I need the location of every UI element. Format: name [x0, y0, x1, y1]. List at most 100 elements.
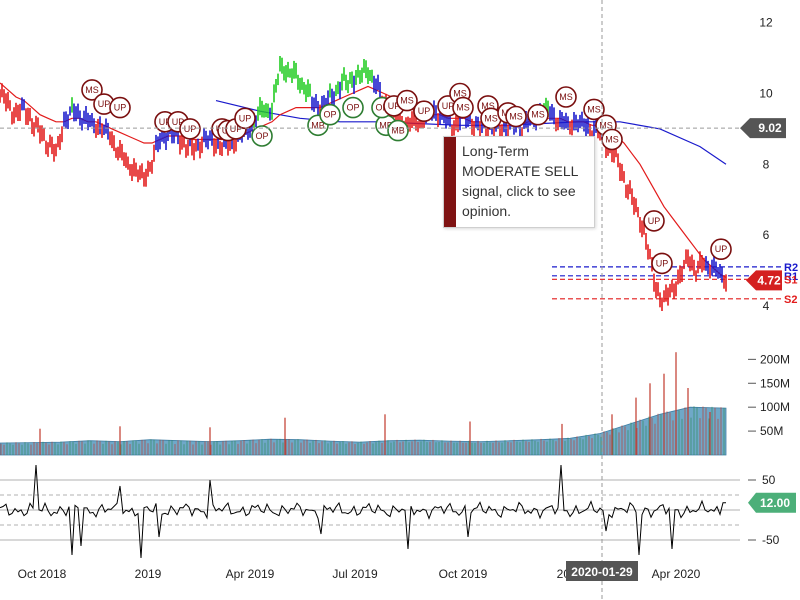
crosshair-date-badge: 2020-01-29 — [566, 561, 638, 581]
signal-marker-label: UP — [172, 117, 185, 127]
signal-marker-label: MB — [379, 120, 393, 130]
oscillator-y-axis: 50 -50 — [748, 473, 780, 547]
signal-marker-circle — [342, 96, 364, 119]
tooltip-accent-bar — [444, 137, 456, 227]
signal-marker-circle — [505, 105, 527, 128]
oscillator-grid — [0, 479, 740, 541]
signal-marker-ms[interactable]: MS — [555, 86, 577, 108]
signal-marker-ms[interactable]: MS — [452, 96, 474, 119]
date-tick-label: 2019 — [135, 567, 162, 581]
signal-tooltip[interactable]: Long-Term MODERATE SELL signal, click to… — [443, 136, 595, 228]
signal-marker-circle — [710, 238, 732, 260]
signal-marker-label: MS — [400, 96, 414, 106]
signal-marker-label: UP — [648, 216, 661, 226]
tooltip-text[interactable]: Long-Term MODERATE SELL signal, click to… — [462, 143, 578, 219]
volume-tick-label: 200M — [760, 352, 790, 366]
last-price-value: 4.72 — [757, 273, 781, 287]
signal-marker-op[interactable]: OP — [251, 125, 273, 147]
signal-marker-up[interactable]: UP — [710, 238, 732, 260]
signal-marker-circle — [251, 125, 273, 147]
signal-marker-up[interactable]: UP — [643, 210, 665, 232]
signal-marker-circle — [643, 210, 665, 232]
signal-marker-label: MB — [311, 120, 325, 130]
signal-marker-label: MS — [85, 85, 99, 95]
signal-marker-op[interactable]: OP — [342, 96, 364, 119]
date-tick-label: Oct 2019 — [439, 567, 488, 581]
signal-marker-label: MS — [531, 110, 545, 120]
price-tick-label: 12 — [759, 16, 773, 30]
signal-markers[interactable]: MSUPUPUPUPUPUPUPUPUPOPMBOPOPMBOPMBUPMSUP… — [81, 79, 732, 275]
level-label-s1: S1 — [784, 274, 797, 286]
price-tick-label: 10 — [759, 86, 773, 100]
signal-marker-circle — [109, 96, 131, 119]
signal-marker-up[interactable]: UP — [651, 252, 673, 275]
signal-marker-label: MS — [605, 135, 619, 145]
signal-marker-circle — [452, 96, 474, 119]
price-tick-label: 4 — [763, 299, 770, 313]
signal-marker-ms[interactable]: MS — [505, 105, 527, 128]
signal-marker-label: OP — [346, 103, 359, 113]
signal-marker-label: UP — [715, 244, 728, 254]
signal-marker-label: MB — [391, 126, 405, 136]
signal-marker-op[interactable]: OP — [319, 103, 341, 126]
oscillator-panel[interactable]: 50 -50 12.00 — [0, 464, 796, 559]
signal-marker-ms[interactable]: MS — [601, 128, 623, 151]
oscillator-tick-label: 50 — [762, 473, 776, 487]
signal-marker-label: UP — [98, 99, 111, 109]
signal-marker-label: UP — [159, 117, 172, 127]
price-bars — [0, 56, 727, 311]
current-price-value: 9.02 — [758, 121, 782, 135]
signal-marker-circle — [601, 128, 623, 151]
current-price-badge: 9.02 — [740, 118, 786, 139]
signal-marker-ms[interactable]: MS — [583, 98, 605, 121]
signal-marker-label: MS — [481, 101, 495, 111]
level-label-r2: R2 — [784, 262, 798, 274]
price-tick-label: 8 — [763, 157, 770, 171]
signal-marker-up[interactable]: UP — [109, 96, 131, 119]
level-label-r1: R1 — [784, 271, 798, 283]
signal-marker-label: UP — [114, 103, 127, 113]
date-tick-label: Oct 2018 — [18, 567, 67, 581]
signal-marker-circle — [583, 98, 605, 121]
date-tick-label: Apr 2020 — [652, 567, 701, 581]
signal-marker-label: MS — [453, 89, 467, 99]
signal-marker-ms[interactable]: MS — [396, 89, 418, 112]
signal-marker-up[interactable]: UP — [413, 100, 435, 122]
volume-panel[interactable]: 200M 150M 100M 50M — [0, 352, 790, 456]
signal-marker-ms[interactable]: MS — [527, 103, 549, 126]
signal-marker-up[interactable]: UP — [234, 107, 256, 130]
signal-marker-label: OP — [255, 131, 268, 141]
signal-marker-label: MS — [559, 92, 573, 102]
signal-marker-label: UP — [230, 124, 243, 134]
signal-marker-mb[interactable]: MB — [387, 119, 409, 142]
signal-marker-label: OP — [323, 110, 336, 120]
signal-marker-circle — [319, 103, 341, 126]
signal-marker-label: UP — [239, 113, 252, 123]
date-tick-label: Apr 2019 — [226, 567, 275, 581]
signal-marker-circle — [179, 118, 201, 140]
volume-tick-label: 50M — [760, 424, 783, 438]
signal-marker-label: UP — [442, 101, 455, 111]
volume-y-axis: 200M 150M 100M 50M — [748, 352, 790, 438]
signal-marker-circle — [387, 119, 409, 142]
volume-tick-label: 100M — [760, 400, 790, 414]
signal-marker-circle — [527, 103, 549, 126]
level-label-s2: S2 — [784, 294, 797, 306]
signal-marker-label: UP — [418, 106, 431, 116]
signal-marker-label: MS — [509, 112, 523, 122]
volume-area — [0, 406, 727, 456]
signal-marker-label: MS — [484, 113, 498, 123]
signal-marker-up[interactable]: UP — [179, 118, 201, 140]
date-tick-label: Jul 2019 — [332, 567, 378, 581]
signal-marker-label: UP — [388, 101, 401, 111]
oscillator-value-badge: 12.00 — [748, 492, 796, 513]
last-price-badge: 4.72 — [746, 270, 782, 291]
signal-marker-ms[interactable]: MS — [81, 79, 103, 101]
volume-tick-label: 150M — [760, 376, 790, 390]
signal-marker-circle — [651, 252, 673, 275]
signal-marker-label: MS — [599, 120, 613, 130]
oscillator-value: 12.00 — [760, 496, 790, 510]
signal-marker-circle — [555, 86, 577, 108]
